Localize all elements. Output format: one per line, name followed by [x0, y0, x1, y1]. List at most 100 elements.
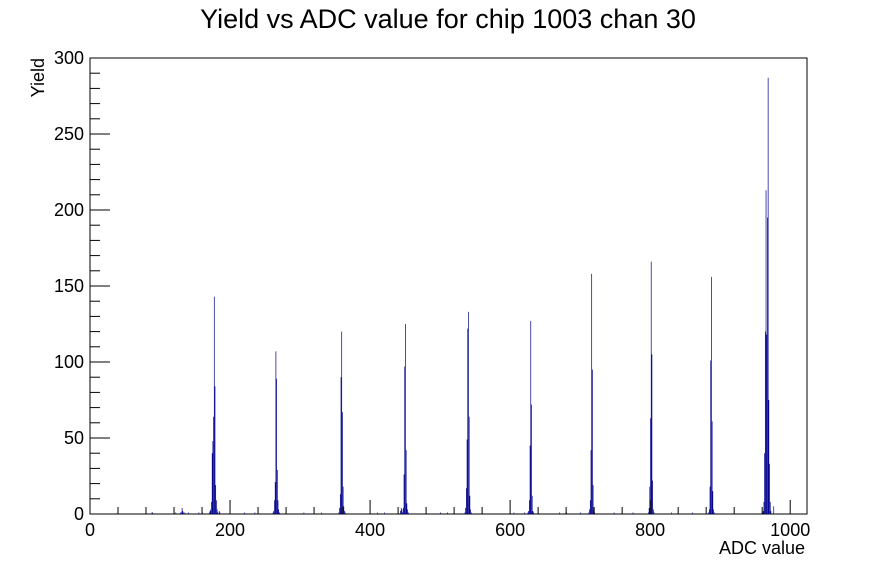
- histogram-bin: [338, 512, 340, 514]
- histogram-bin: [769, 463, 770, 514]
- histogram-bin: [532, 510, 534, 514]
- histogram-bin: [214, 386, 216, 514]
- histogram-bin: [763, 501, 765, 514]
- histogram-bin: [469, 495, 471, 514]
- histogram-bin: [466, 439, 468, 514]
- histogram-bin: [773, 506, 775, 514]
- histogram-bin: [470, 512, 472, 514]
- histogram-bin: [653, 512, 655, 514]
- histogram-bin: [531, 495, 533, 514]
- histogram-bin: [712, 491, 714, 514]
- histogram-bin: [321, 512, 322, 514]
- histogram-bin: [212, 441, 214, 514]
- histogram-bin: [713, 509, 714, 514]
- histogram-bin: [407, 512, 409, 514]
- x-axis-label: ADC value: [719, 538, 805, 558]
- histogram-bin: [513, 512, 515, 514]
- histogram-bin: [344, 512, 346, 514]
- chart-title: Yield vs ADC value for chip 1003 chan 30: [200, 4, 696, 34]
- histogram-bin: [218, 510, 220, 514]
- histogram-bin: [468, 311, 469, 514]
- histogram-bin: [589, 509, 590, 514]
- histogram-bin: [254, 512, 256, 514]
- histogram-bin: [274, 482, 276, 514]
- histogram-bin: [215, 485, 217, 514]
- histogram-bin: [384, 512, 385, 514]
- histogram-bin: [400, 507, 402, 514]
- histogram-bin: [527, 512, 529, 514]
- histogram-bin: [274, 500, 275, 514]
- histogram-bin: [648, 507, 650, 514]
- histogram-bin: [402, 512, 403, 514]
- histogram-bin: [183, 512, 184, 514]
- histogram-bin: [711, 276, 712, 514]
- histogram-bin: [588, 512, 590, 514]
- y-tick-label: 0: [74, 504, 84, 524]
- histogram-bin: [279, 512, 280, 514]
- histogram-bin: [467, 328, 469, 514]
- histogram-bin: [209, 510, 211, 514]
- histogram-bin: [175, 512, 177, 514]
- histogram-bin: [339, 507, 340, 514]
- x-tick-label: 400: [355, 520, 385, 540]
- histogram-bin: [652, 480, 653, 514]
- histogram-bin: [767, 77, 769, 514]
- y-tick-label: 50: [64, 428, 84, 448]
- histogram-bin: [277, 500, 279, 514]
- histogram-bin: [188, 512, 189, 514]
- histogram-bin: [768, 400, 770, 514]
- histogram-bin: [342, 412, 343, 514]
- histogram-bin: [529, 445, 531, 514]
- histogram-bin: [211, 453, 213, 514]
- histogram-bin: [769, 501, 771, 514]
- histogram-bin: [529, 500, 530, 514]
- y-tick-label: 150: [54, 276, 84, 296]
- histogram-bin: [303, 512, 305, 514]
- histogram-bin: [278, 509, 280, 514]
- histogram-bin: [652, 509, 654, 514]
- histogram-bin: [711, 421, 713, 514]
- histogram-bin: [590, 450, 592, 514]
- histogram-bin: [213, 296, 215, 514]
- y-axis-label: Yield: [28, 58, 48, 97]
- histogram-bin: [407, 509, 408, 514]
- histogram-bin: [470, 509, 471, 514]
- histogram-bin: [770, 510, 772, 514]
- histogram-bars: [151, 77, 775, 515]
- histogram-bin: [708, 509, 710, 514]
- histogram-bin: [766, 334, 768, 514]
- histogram-bin: [466, 488, 467, 514]
- histogram-bin: [244, 512, 245, 514]
- histogram-bin: [342, 486, 344, 514]
- histogram-bin: [181, 512, 182, 514]
- histogram-bin: [713, 512, 715, 514]
- histogram-bin: [276, 469, 278, 514]
- histogram-bin: [152, 512, 154, 514]
- histogram-bin: [651, 354, 653, 514]
- histogram-bin: [341, 331, 343, 514]
- histogram-bin: [273, 510, 275, 514]
- histogram-bin: [591, 273, 593, 514]
- histogram-bin: [216, 500, 217, 514]
- x-tick-label: 600: [495, 520, 525, 540]
- histogram-bin: [468, 416, 470, 514]
- histogram-bin: [465, 507, 466, 514]
- x-tick-label: 800: [635, 520, 665, 540]
- histogram-bin: [589, 500, 591, 514]
- plot-frame: [89, 57, 808, 515]
- x-axis: 0 200 400 600 800 1000: [85, 500, 810, 540]
- histogram-bin: [406, 503, 408, 514]
- x-tick-label: 200: [215, 520, 245, 540]
- histogram-bin: [344, 510, 345, 514]
- histogram-bin: [613, 512, 615, 514]
- histogram-bin: [592, 485, 594, 514]
- histogram-bin: [275, 351, 277, 514]
- histogram-bin: [708, 512, 709, 514]
- histogram-bin: [650, 418, 651, 514]
- y-tick-label: 100: [54, 352, 84, 372]
- histogram-bin: [216, 509, 218, 514]
- histogram-bin: [767, 217, 768, 514]
- histogram-bin: [404, 366, 406, 514]
- histogram-bin: [671, 512, 672, 514]
- histogram-bin: [632, 512, 634, 514]
